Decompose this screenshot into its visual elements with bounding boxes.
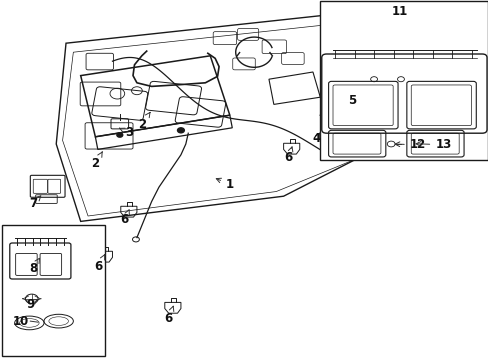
Text: 13: 13 <box>415 138 450 151</box>
Text: 5: 5 <box>347 94 355 107</box>
Text: 11: 11 <box>391 5 407 18</box>
Text: 6: 6 <box>284 147 292 164</box>
Text: 6: 6 <box>95 255 104 273</box>
Text: 2: 2 <box>138 112 150 131</box>
Text: 10: 10 <box>12 315 28 328</box>
Text: 1: 1 <box>216 178 234 191</box>
Circle shape <box>177 128 184 133</box>
Text: 12: 12 <box>394 138 425 151</box>
Text: 2: 2 <box>91 152 102 170</box>
Text: 4: 4 <box>312 132 320 145</box>
Circle shape <box>117 133 122 137</box>
Text: 6: 6 <box>121 210 129 226</box>
Bar <box>2 225 105 356</box>
Text: 9: 9 <box>26 298 38 311</box>
Bar <box>320 1 487 160</box>
Text: 8: 8 <box>29 258 40 275</box>
Text: 6: 6 <box>164 306 173 325</box>
Text: 7: 7 <box>29 196 41 210</box>
Text: 3: 3 <box>119 126 133 139</box>
